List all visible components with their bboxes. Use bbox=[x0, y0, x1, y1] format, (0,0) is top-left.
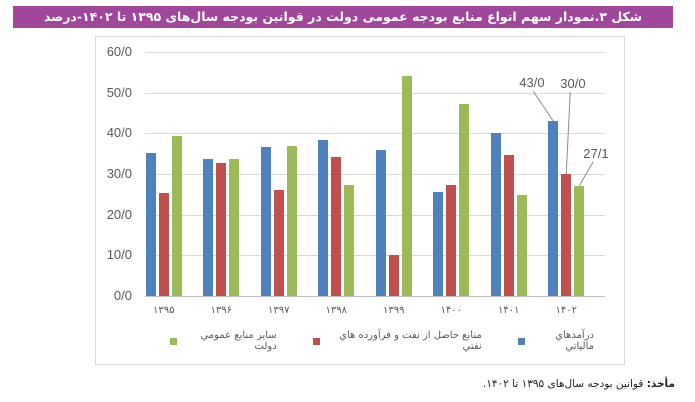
legend-label: ساير منابع عمومي دولت bbox=[200, 330, 277, 352]
y-tick-label: 40/0 bbox=[106, 125, 132, 141]
bar bbox=[503, 155, 514, 296]
bar bbox=[548, 121, 559, 296]
source-label: مأخذ: bbox=[646, 378, 675, 390]
data-label: 27/1 bbox=[583, 145, 609, 161]
bar bbox=[574, 185, 585, 296]
data-label: 43/0 bbox=[519, 75, 545, 91]
bar bbox=[446, 184, 457, 296]
plot-area bbox=[145, 52, 605, 297]
bar bbox=[459, 104, 470, 296]
bar bbox=[388, 255, 399, 296]
gridline bbox=[145, 92, 605, 94]
x-tick-label: ۱۳۹۸ bbox=[325, 305, 347, 316]
bar bbox=[516, 194, 527, 296]
bar bbox=[331, 157, 342, 296]
legend-swatch-icon bbox=[170, 337, 177, 345]
data-label: 30/0 bbox=[560, 76, 586, 91]
y-tick-label: 50/0 bbox=[106, 84, 132, 100]
figure-title: شکل ۳.نمودار سهم انواع منابع بودجه عمومی… bbox=[13, 6, 673, 28]
gridline bbox=[145, 52, 605, 53]
legend-item: منابع حاصل از نفت و فرآورده هاي نفتي bbox=[309, 330, 482, 352]
bar bbox=[229, 159, 240, 296]
bar bbox=[260, 147, 271, 296]
y-tick-label: 20/0 bbox=[106, 206, 132, 222]
bar bbox=[375, 150, 386, 296]
legend-label: درآمدهاي مالياتي bbox=[555, 330, 594, 352]
bar bbox=[273, 190, 284, 296]
x-tick-label: ۱۴۰۲ bbox=[555, 305, 577, 316]
x-tick-label: ۱۴۰۱ bbox=[498, 305, 520, 316]
legend-swatch-icon bbox=[312, 337, 320, 345]
bar bbox=[216, 162, 227, 296]
x-tick-label: ۱۳۹۹ bbox=[383, 305, 405, 316]
bar bbox=[561, 174, 572, 296]
x-tick-label: ۱۴۰۰ bbox=[440, 305, 462, 316]
legend-item: درآمدهاي مالياتي bbox=[514, 330, 594, 352]
y-tick-label: 60/0 bbox=[106, 44, 132, 59]
source-note: مأخذ: قوانین بودجه سال‌های ۱۳۹۵ تا ۱۴۰۲. bbox=[483, 378, 675, 390]
legend-swatch-icon bbox=[517, 337, 525, 345]
chart-legend: درآمدهاي مالياتي منابع حاصل از نفت و فرآو… bbox=[150, 330, 610, 352]
legend-item: ساير منابع عمومي دولت bbox=[166, 330, 277, 352]
bar bbox=[401, 76, 412, 296]
chart-frame bbox=[95, 36, 625, 365]
bar bbox=[203, 159, 214, 296]
gridline bbox=[145, 255, 605, 257]
legend-label: منابع حاصل از نفت و فرآورده هاي نفتي bbox=[339, 330, 482, 352]
bar bbox=[318, 139, 329, 296]
bar bbox=[158, 192, 169, 296]
y-tick-label: 30/0 bbox=[106, 166, 132, 181]
bar bbox=[490, 132, 501, 296]
y-tick-label: 0/0 bbox=[113, 288, 132, 303]
bar bbox=[344, 184, 355, 296]
x-tick-label: ۱۳۹۶ bbox=[210, 305, 232, 316]
bar bbox=[433, 192, 444, 296]
gridline bbox=[145, 133, 605, 135]
gridline bbox=[145, 174, 605, 175]
gridline bbox=[145, 214, 605, 216]
x-axis-line bbox=[145, 296, 605, 297]
y-tick-label: 10/0 bbox=[106, 247, 132, 263]
bar bbox=[286, 145, 297, 296]
bar bbox=[145, 152, 156, 296]
source-text: قوانین بودجه سال‌های ۱۳۹۵ تا ۱۴۰۲. bbox=[482, 378, 647, 390]
bar bbox=[171, 135, 182, 296]
x-tick-label: ۱۳۹۵ bbox=[153, 305, 175, 316]
x-tick-label: ۱۳۹۷ bbox=[268, 305, 290, 316]
